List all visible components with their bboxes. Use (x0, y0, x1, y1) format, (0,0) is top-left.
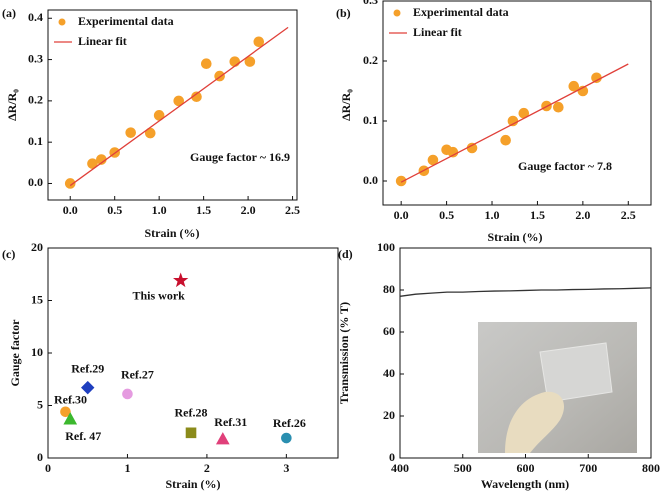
point (63, 412, 78, 425)
point (173, 272, 189, 288)
point (81, 380, 95, 395)
y-tick-label: 0.3 (28, 51, 43, 65)
x-tick-label: 800 (642, 461, 660, 475)
panel-label: (d) (338, 247, 353, 261)
x-tick-label: 2.5 (285, 203, 300, 217)
point (244, 56, 256, 67)
panel-label: (b) (336, 6, 351, 20)
y-tick-label: 40 (383, 366, 395, 380)
y-tick-label: 5 (37, 397, 43, 411)
point-label: This work (133, 288, 186, 302)
legend-swatch (393, 9, 401, 17)
point-label: Ref.27 (121, 368, 154, 382)
x-tick-label: 1.5 (530, 208, 545, 222)
plot-frame (47, 9, 298, 201)
x-tick-label: 2.0 (241, 203, 256, 217)
y-tick-label: 0 (389, 450, 395, 464)
x-tick-label: 1.0 (485, 208, 500, 222)
point-label: Ref.30 (54, 393, 87, 407)
point (281, 432, 292, 444)
point (87, 158, 98, 169)
y-tick-label: 0.3 (363, 0, 378, 7)
x-axis-title: Wavelength (nm) (481, 477, 569, 491)
data-line (400, 63, 629, 183)
point (229, 56, 241, 67)
point (125, 127, 137, 138)
x-tick-label: 1.0 (152, 203, 167, 217)
legend-label: Experimental data (78, 14, 174, 28)
x-tick-label: 0.5 (439, 208, 454, 222)
y-tick-label: 0.2 (28, 93, 43, 107)
y-tick-label: 0.1 (28, 134, 43, 148)
x-tick-label: 1 (124, 461, 130, 475)
plot-frame (382, 0, 652, 206)
x-tick-label: 2 (204, 461, 210, 475)
legend-label: Linear fit (78, 34, 127, 48)
point-label: Ref.26 (273, 416, 306, 430)
legend-swatch (58, 18, 66, 26)
point (64, 178, 76, 189)
point (122, 388, 133, 400)
point-label: Ref.28 (175, 406, 208, 420)
point (153, 110, 165, 121)
point (144, 127, 156, 139)
x-tick-label: 700 (579, 461, 597, 475)
y-tick-label: 80 (383, 282, 395, 296)
y-tick-label: 0.2 (363, 53, 378, 67)
panel-label: (c) (2, 247, 15, 261)
point (60, 406, 71, 418)
y-tick-label: 100 (377, 240, 395, 254)
data-line (399, 287, 652, 297)
x-tick-label: 600 (517, 461, 535, 475)
point (568, 80, 580, 92)
point (395, 175, 407, 187)
panel-label: (a) (2, 6, 16, 20)
x-tick-label: 0.5 (107, 203, 122, 217)
y-tick-label: 0.4 (28, 10, 43, 24)
point-label: Ref.29 (71, 361, 104, 375)
x-tick-label: 0 (45, 461, 51, 475)
x-axis-title: Strain (%) (488, 230, 543, 244)
x-tick-label: 400 (391, 461, 409, 475)
y-axis-title: Transmission (% T) (337, 302, 351, 404)
y-tick-label: 0.0 (363, 173, 378, 187)
y-tick-label: 15 (31, 292, 43, 306)
point-label: Ref.31 (214, 415, 247, 429)
x-axis-title: Strain (%) (145, 226, 200, 240)
point-label: Ref. 47 (65, 429, 101, 443)
legend-label: Linear fit (413, 25, 462, 39)
point (185, 427, 197, 439)
y-axis-title: Gauge factor (8, 319, 22, 387)
y-axis-title: ΔR/R₀ (339, 89, 353, 121)
annotation: Gauge factor ~ 7.8 (518, 159, 612, 173)
y-tick-label: 0.1 (363, 113, 378, 127)
y-tick-label: 60 (383, 324, 395, 338)
y-tick-label: 20 (383, 408, 395, 422)
y-tick-label: 0 (37, 450, 43, 464)
point (173, 95, 185, 107)
x-tick-label: 0.0 (394, 208, 409, 222)
y-tick-label: 20 (31, 240, 43, 254)
x-tick-label: 2.0 (575, 208, 590, 222)
x-tick-label: 500 (454, 461, 472, 475)
point (253, 36, 265, 48)
point (427, 154, 439, 166)
legend-label: Experimental data (413, 5, 509, 19)
point (215, 432, 230, 445)
x-tick-label: 1.5 (196, 203, 211, 217)
point (200, 58, 212, 69)
data-line (69, 26, 289, 187)
x-tick-label: 0.0 (63, 203, 78, 217)
y-tick-label: 10 (31, 345, 43, 359)
inset-photo (478, 322, 637, 453)
point (500, 134, 511, 146)
y-axis-title: ΔR/R₀ (5, 89, 19, 121)
point (553, 101, 564, 113)
x-tick-label: 3 (283, 461, 289, 475)
x-tick-label: 2.5 (621, 208, 636, 222)
y-tick-label: 0.0 (28, 175, 43, 189)
annotation: Gauge factor ~ 16.9 (190, 150, 290, 164)
x-axis-title: Strain (%) (166, 477, 221, 491)
